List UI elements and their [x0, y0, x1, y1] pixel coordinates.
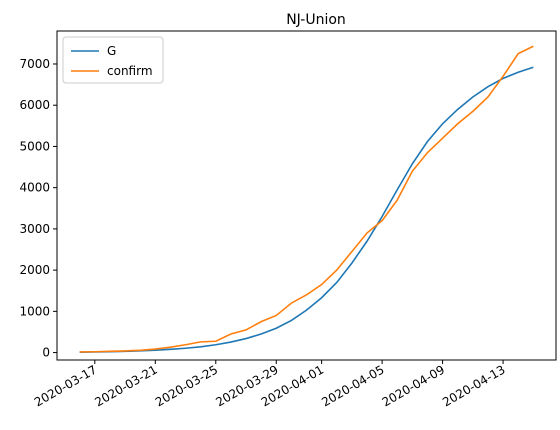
- x-axis: 2020-03-172020-03-212020-03-252020-03-29…: [32, 360, 508, 409]
- y-axis: 0 1000 2000 3000 4000 5000 6000 7000: [19, 57, 57, 360]
- y-tick-label: 3000: [19, 222, 50, 236]
- y-tick-label: 6000: [19, 98, 50, 112]
- plot-area: [56, 30, 557, 361]
- x-tick-label: 2020-03-21: [92, 362, 159, 409]
- x-tick-label: 2020-03-25: [153, 362, 220, 409]
- series-line-confirm: [79, 45, 534, 353]
- x-tick-label: 2020-03-17: [32, 362, 99, 409]
- y-tick-label: 2000: [19, 263, 50, 277]
- x-tick-label: 2020-04-05: [319, 362, 386, 409]
- x-tick-label: 2020-04-09: [380, 362, 447, 409]
- series-layer: [79, 45, 534, 353]
- series-line-g: [79, 66, 534, 353]
- y-tick-label: 4000: [19, 181, 50, 195]
- chart-title: NJ-Union: [286, 12, 346, 28]
- x-tick-label: 2020-04-13: [440, 362, 507, 409]
- legend-label: confirm: [107, 64, 153, 78]
- y-tick-label: 1000: [19, 304, 50, 318]
- legend-label: G: [107, 44, 116, 58]
- y-tick-label: 5000: [19, 139, 50, 153]
- y-tick-label: 7000: [19, 57, 50, 71]
- y-tick-label: 0: [42, 346, 50, 360]
